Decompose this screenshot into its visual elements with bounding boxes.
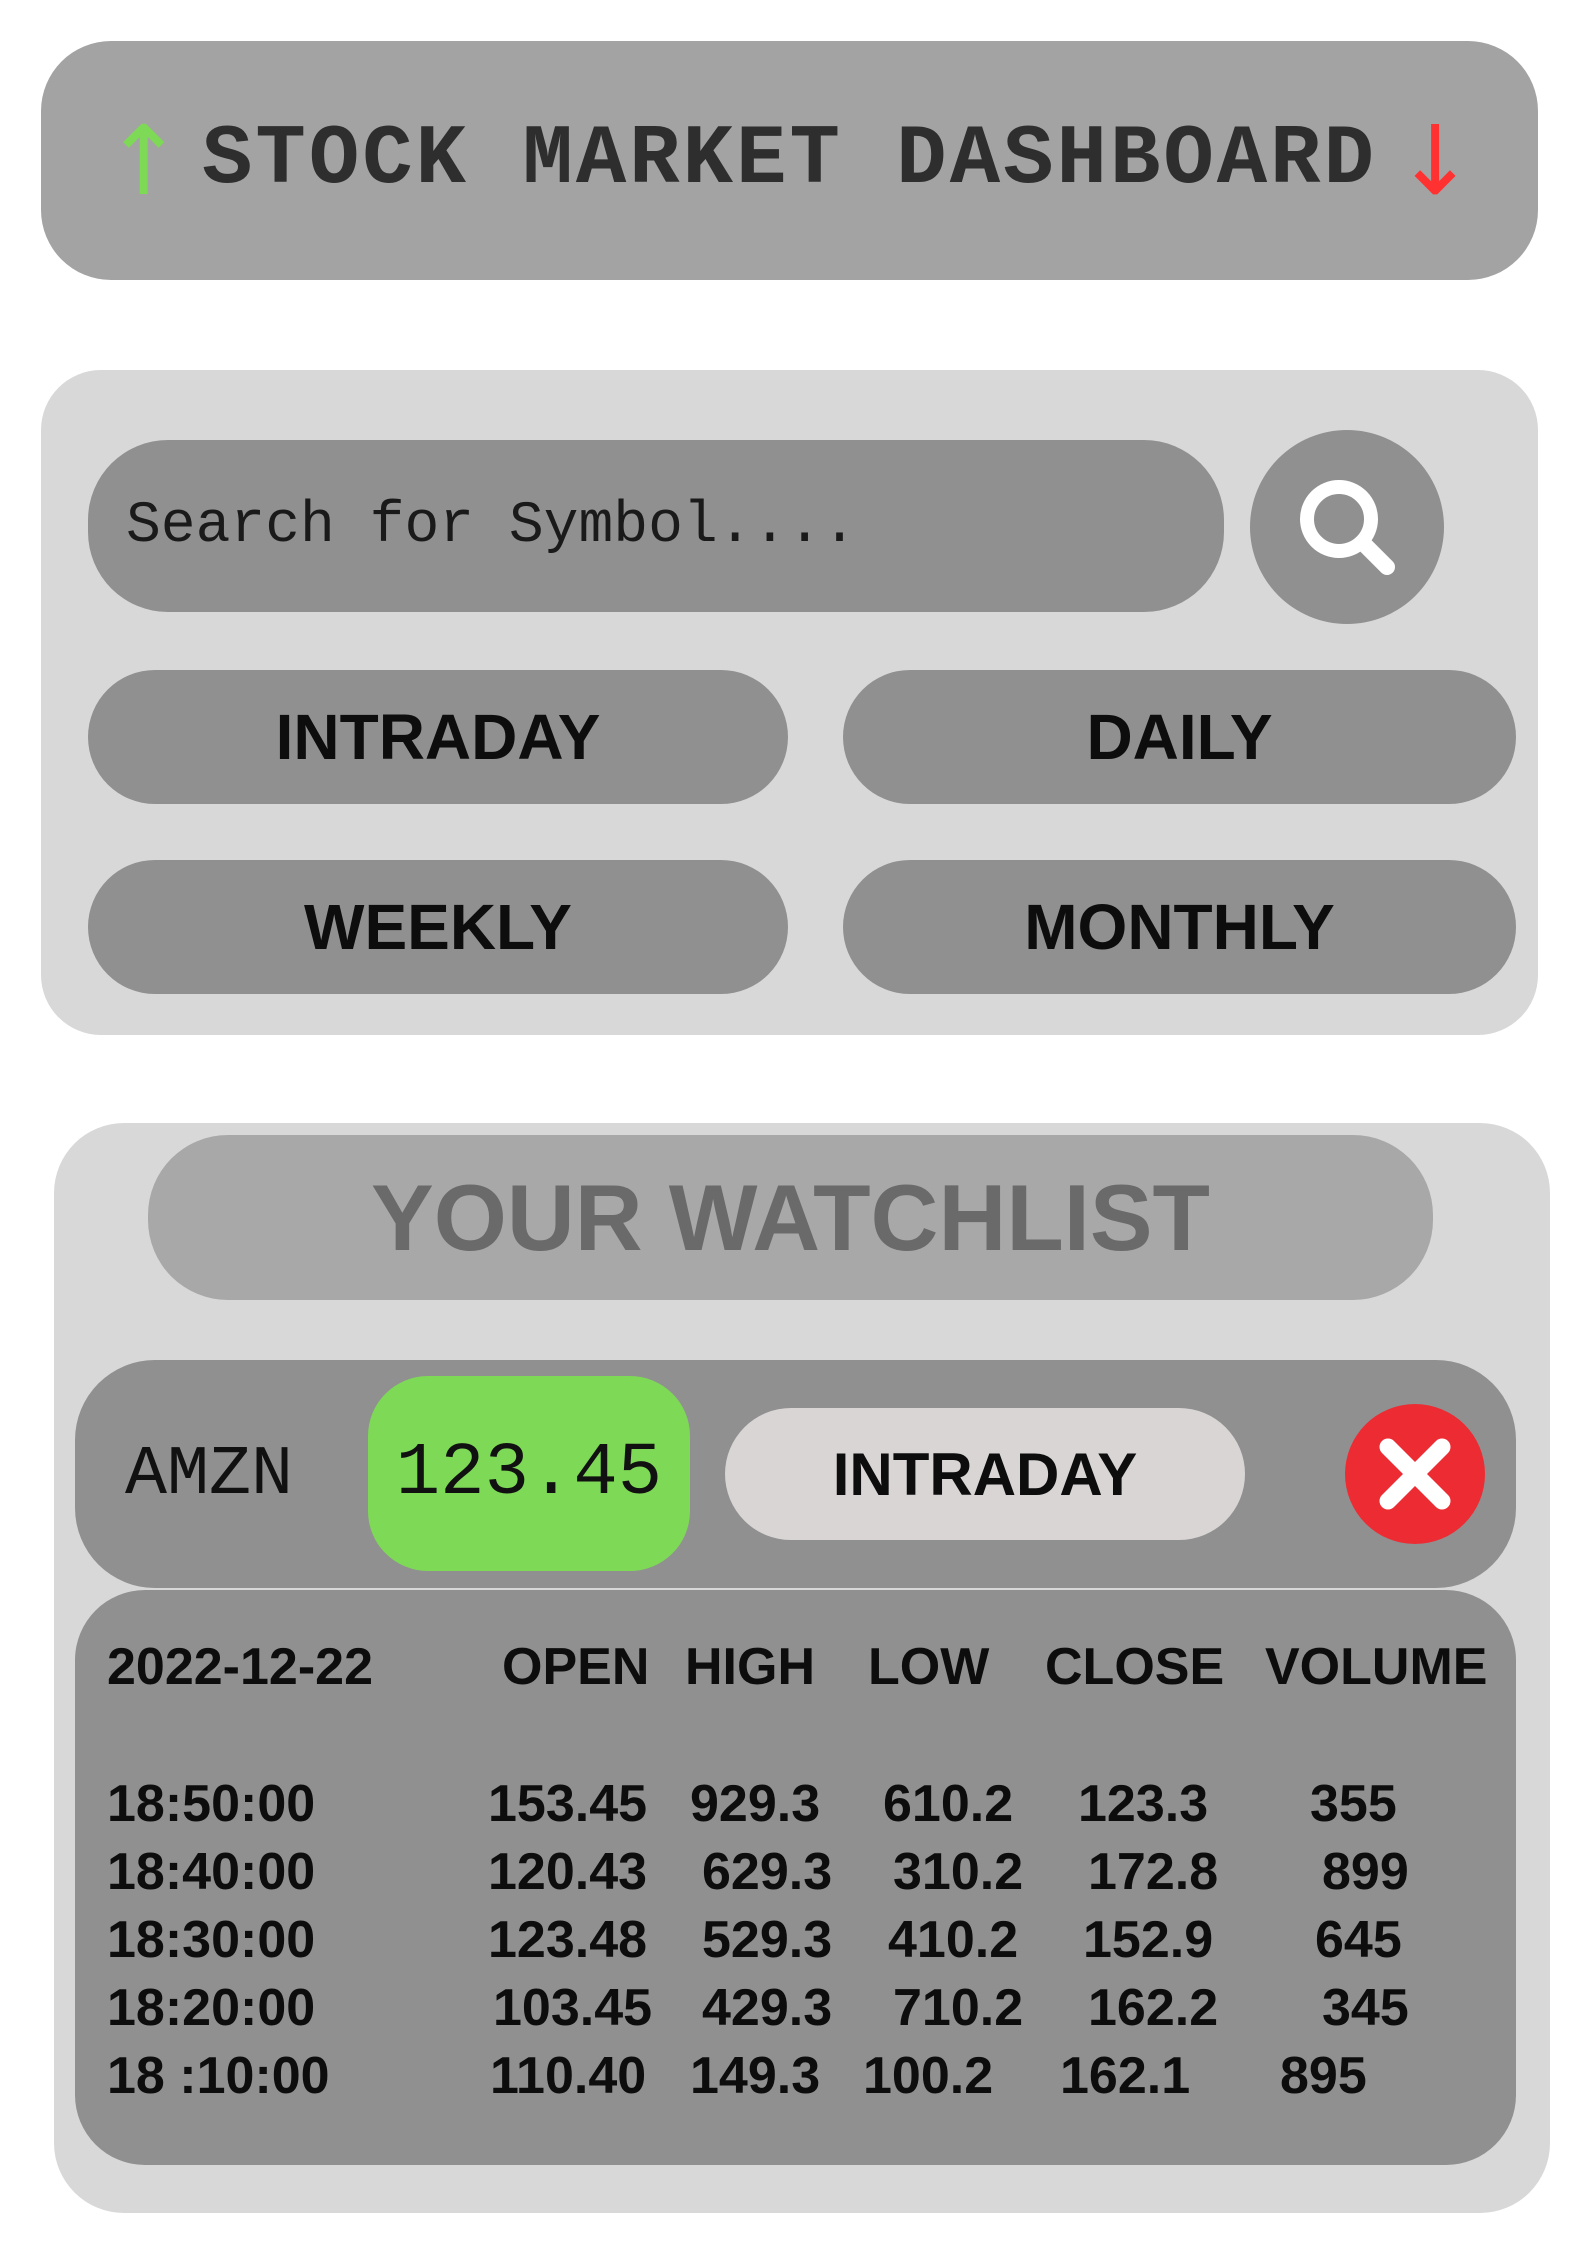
down-arrow-icon: ↓ [1394,104,1476,217]
row-open: 153.45 [488,1775,648,1833]
column-header-close: CLOSE [1045,1638,1225,1696]
row-high: 429.3 [702,1979,833,2037]
row-low: 710.2 [893,1979,1024,2037]
table-date: 2022-12-22 [107,1638,373,1696]
row-time: 18 :10:00 [107,2047,330,2105]
row-close: 162.2 [1088,1979,1219,2037]
row-close: 162.1 [1060,2047,1191,2105]
row-low: 310.2 [893,1843,1024,1901]
daily-button[interactable]: DAILY [843,670,1516,804]
row-volume: 895 [1280,2047,1367,2105]
up-arrow-icon: ↑ [103,104,184,217]
row-volume: 355 [1310,1775,1397,1833]
column-header-high: HIGH [685,1638,815,1696]
row-close: 123.3 [1078,1775,1209,1833]
monthly-button[interactable]: MONTHLY [843,860,1516,994]
row-time: 18:50:00 [107,1775,316,1833]
row-open: 123.48 [488,1911,648,1969]
search-input[interactable] [88,440,1224,612]
row-high: 529.3 [702,1911,833,1969]
intraday-button[interactable]: INTRADAY [88,670,788,804]
dashboard-header: ↑ STOCK MARKET DASHBOARD ↓ [41,41,1538,280]
price-table [75,1590,1516,2165]
row-time: 18:30:00 [107,1911,316,1969]
row-high: 149.3 [690,2047,821,2105]
row-low: 410.2 [888,1911,1019,1969]
range-selector[interactable]: INTRADAY [725,1408,1245,1540]
column-header-volume: VOLUME [1265,1638,1488,1696]
row-close: 172.8 [1088,1843,1219,1901]
remove-button[interactable] [1344,1403,1486,1545]
search-icon [1300,480,1395,575]
page-title: STOCK MARKET DASHBOARD [202,113,1377,208]
row-volume: 899 [1322,1843,1409,1901]
column-header-open: OPEN [502,1638,650,1696]
row-volume: 645 [1315,1911,1402,1969]
row-close: 152.9 [1083,1911,1214,1969]
row-low: 100.2 [863,2047,994,2105]
row-high: 929.3 [690,1775,821,1833]
price-badge: 123.45 [368,1376,690,1571]
row-open: 120.43 [488,1843,648,1901]
weekly-button[interactable]: WEEKLY [88,860,788,994]
row-open: 103.45 [493,1979,653,2037]
close-icon [1345,1404,1485,1544]
watchlist-title: YOUR WATCHLIST [148,1135,1433,1300]
row-time: 18:40:00 [107,1843,316,1901]
stock-symbol: AMZN [125,1435,294,1515]
row-high: 629.3 [702,1843,833,1901]
search-button[interactable] [1250,430,1444,624]
row-open: 110.40 [490,2047,647,2105]
row-volume: 345 [1322,1979,1409,2037]
column-header-low: LOW [868,1638,990,1696]
row-low: 610.2 [883,1775,1014,1833]
row-time: 18:20:00 [107,1979,316,2037]
